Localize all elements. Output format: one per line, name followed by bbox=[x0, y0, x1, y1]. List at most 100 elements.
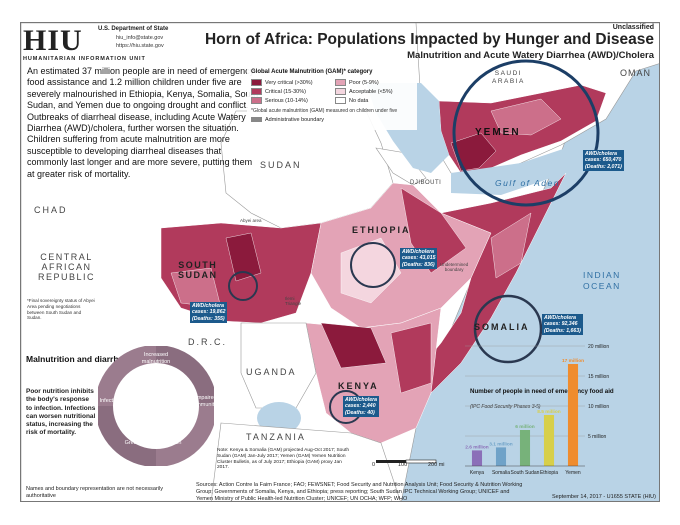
cycle-diagram bbox=[98, 346, 214, 466]
chart-category-label: South Sudan bbox=[511, 470, 540, 476]
cycle-step: Increased malnutrition bbox=[141, 352, 171, 365]
cycle-step: Impaired immunity bbox=[194, 395, 217, 408]
chart-ytick-label: 10 million bbox=[588, 404, 609, 410]
chart-category-label: Kenya bbox=[470, 470, 484, 476]
page-title: Horn of Africa: Populations Impacted by … bbox=[204, 31, 654, 48]
hiu-logo: HIU bbox=[23, 24, 83, 57]
label-tanzania: TANZANIA bbox=[246, 432, 306, 442]
cycle-step: Infection bbox=[99, 398, 121, 404]
label-chad: CHAD bbox=[34, 205, 68, 215]
admin-boundary-swatch bbox=[251, 117, 262, 123]
cycle-step: Greater risk of infection bbox=[124, 440, 182, 446]
legend-item: Poor (5-9%) bbox=[335, 79, 379, 86]
scale-tick: 100 bbox=[398, 462, 408, 468]
legend-swatch bbox=[335, 79, 346, 86]
yemen-focus-circle bbox=[452, 59, 600, 207]
disclaimer: Names and boundary representation are no… bbox=[26, 486, 163, 499]
callout-line: (Deaths: 40) bbox=[345, 409, 375, 416]
callout-yemen: AWD/cholera cases: 650,470 (Deaths: 2,07… bbox=[583, 150, 624, 171]
legend-item: Very critical (>30%) bbox=[251, 79, 313, 86]
chart-subtitle: (IPC Food Security Phases 3-5) bbox=[470, 404, 541, 410]
callout-somalia: AWD/cholera cases: 92,346 (Deaths: 1,663… bbox=[542, 314, 583, 335]
scale-bar-segment bbox=[376, 460, 406, 463]
callout-line: cases: 92,346 bbox=[544, 321, 578, 328]
callout-line: cases: 650,470 bbox=[585, 157, 622, 164]
label-somalia: SOMALIA bbox=[474, 322, 530, 332]
legend-label: Poor (5-9%) bbox=[349, 79, 379, 86]
label-kenya: KENYA bbox=[338, 381, 379, 391]
label-sudan: SUDAN bbox=[260, 160, 302, 170]
department-name: U.S. Department of State bbox=[98, 26, 169, 32]
callout-line: cases: 19,862 bbox=[192, 309, 226, 316]
chart-data-label: 2.6 million bbox=[465, 444, 489, 450]
classification-label: Unclassified bbox=[612, 24, 654, 31]
legend-label: Administrative boundary bbox=[265, 117, 325, 123]
chart-bar bbox=[495, 447, 507, 466]
legend-label: Very critical (>30%) bbox=[265, 79, 313, 86]
lake-victoria bbox=[257, 402, 301, 434]
somalia-region-serious bbox=[490, 212, 532, 279]
chart-ytick-label: 20 million bbox=[588, 344, 609, 350]
cycle-title: Malnutrition and diarrheal disease cycle bbox=[26, 354, 188, 364]
tanzania-land bbox=[210, 422, 401, 501]
yemen-region-serious bbox=[490, 98, 562, 136]
chart-bar bbox=[519, 430, 531, 466]
label-ethiopia: ETHIOPIA bbox=[352, 225, 411, 235]
legend-admin-boundary: Administrative boundary bbox=[251, 117, 324, 123]
page-subtitle: Malnutrition and Acute Watery Diarrhea (… bbox=[407, 50, 654, 61]
label-ilemi-triangle: Ilemi Triangle bbox=[285, 296, 302, 306]
data-sources-note: Note: Kenya & Somalia (GAM) projected Au… bbox=[217, 448, 349, 471]
website-link[interactable]: https://hiu.state.gov bbox=[116, 43, 164, 49]
label-uganda: UGANDA bbox=[246, 367, 297, 377]
legend-label: No data bbox=[349, 97, 369, 104]
legend-swatch bbox=[251, 88, 262, 95]
label-south-sudan: SOUTH SUDAN bbox=[178, 260, 218, 280]
cycle-arrow bbox=[155, 405, 214, 466]
chart-bar bbox=[471, 450, 483, 466]
legend-title: Global Acute Malnutrition (GAM)* categor… bbox=[251, 69, 373, 75]
callout-line: (Deaths: 836) bbox=[402, 261, 435, 268]
gam-legend: Global Acute Malnutrition (GAM)* categor… bbox=[247, 66, 417, 130]
legend-label: Critical (15-30%) bbox=[265, 88, 306, 95]
unit-name: HUMANITARIAN INFORMATION UNIT bbox=[23, 56, 146, 62]
label-drc: D.R.C. bbox=[188, 337, 227, 347]
gulf-of-aden bbox=[451, 133, 659, 195]
sources-text: Sources: Action Contre la Faim France; F… bbox=[196, 482, 523, 502]
somalia-focus-circle bbox=[473, 294, 543, 364]
chart-data-label: 6 million bbox=[515, 424, 535, 430]
callout-line: (Deaths: 2,071) bbox=[585, 163, 622, 170]
kenya-region-very-critical bbox=[320, 322, 387, 369]
chart-bar bbox=[543, 415, 555, 466]
legend-note: *Global acute malnutrition (GAM) measure… bbox=[251, 108, 398, 114]
chart-category-label: Somalia bbox=[492, 470, 510, 476]
ethiopia-focus-circle bbox=[350, 242, 396, 288]
callout-line: cases: 2,440 bbox=[345, 403, 376, 410]
cycle-arrow bbox=[155, 346, 214, 407]
date-code: September 14, 2017 - U1655 STATE (HIU) bbox=[551, 494, 656, 500]
callout-line: (Deaths: 1,663) bbox=[544, 327, 581, 334]
callout-kenya: AWD/cholera cases: 2,440 (Deaths: 40) bbox=[343, 396, 379, 417]
callout-line: AWD/cholera bbox=[402, 249, 434, 255]
legend-label: Serious (10-14%) bbox=[265, 97, 308, 104]
contact-email[interactable]: hiu_info@state.gov bbox=[116, 35, 164, 41]
legend-swatch bbox=[251, 79, 262, 86]
abyei-note: *Final sovereignty status of Abyei Area … bbox=[27, 298, 95, 321]
legend-item: No data bbox=[335, 97, 368, 104]
callout-line: AWD/cholera bbox=[585, 151, 617, 157]
legend-item: Serious (10-14%) bbox=[251, 97, 308, 104]
chart-data-label: 3.1 million bbox=[489, 441, 513, 447]
label-undetermined-boundary: Undetermined boundary bbox=[440, 262, 469, 272]
chart-bar bbox=[567, 364, 579, 466]
callout-ethiopia: AWD/cholera cases: 43,015 (Deaths: 836) bbox=[400, 248, 438, 269]
label-yemen: YEMEN bbox=[475, 127, 521, 138]
chart-category-label: Yemen bbox=[565, 470, 581, 476]
callout-south-sudan: AWD/cholera cases: 19,862 (Deaths: 355) bbox=[190, 302, 228, 323]
eritrea-land bbox=[375, 147, 427, 186]
chart-title: Number of people in need of emergency fo… bbox=[470, 388, 614, 395]
legend-swatch bbox=[251, 97, 262, 104]
label-gulf-of-aden: Gulf of Aden bbox=[495, 178, 560, 188]
legend-item: Acceptable (<5%) bbox=[335, 88, 393, 95]
label-indian-ocean: INDIAN OCEAN bbox=[583, 270, 621, 291]
legend-swatch bbox=[335, 88, 346, 95]
kenya-region-critical bbox=[390, 322, 432, 394]
